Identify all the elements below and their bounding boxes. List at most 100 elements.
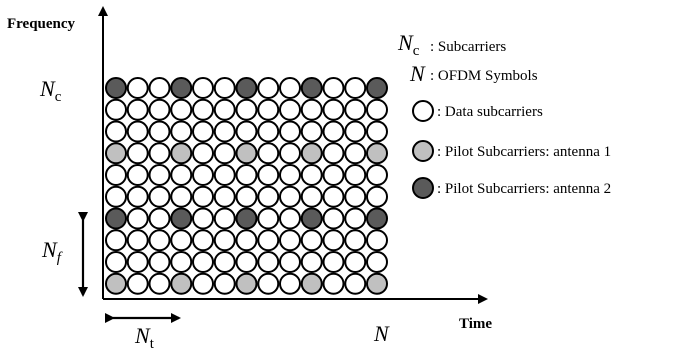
legend-text-pilot-antenna-2: : Pilot Subcarriers: antenna 2 [437,181,611,197]
label-nt-main: N [134,323,151,348]
subcarrier-pilot-antenna-1 [366,272,388,295]
subcarrier-pilot-antenna-2 [235,77,258,99]
subcarrier-data [344,251,367,273]
subcarrier-data [279,251,301,273]
subcarrier-data [279,185,301,208]
subcarrier-data [213,98,236,121]
label-nt: Nt [134,323,155,351]
legend-text-pilot-antenna-1: : Pilot Subcarriers: antenna 1 [437,144,611,160]
subcarrier-pilot-antenna-2 [105,207,127,230]
subcarrier-pilot-antenna-2 [170,77,193,99]
subcarrier-data [126,185,149,208]
subcarrier-data [213,77,236,99]
subcarrier-data [279,207,301,230]
subcarrier-data [300,98,323,121]
subcarrier-data [105,98,127,121]
legend: Nc : Subcarriers N : OFDM Symbols : Data… [397,30,611,199]
legend-text-data: : Data subcarriers [437,104,543,120]
subcarrier-pilot-antenna-1 [105,272,127,295]
subcarrier-data [257,229,280,252]
subcarrier-data [170,120,193,143]
subcarrier-data [257,185,280,208]
subcarrier-data [257,272,280,295]
subcarrier-data [126,77,149,99]
subcarrier-data [322,207,345,230]
legend-swatch-pilot-antenna-2 [412,177,434,199]
subcarrier-data [235,185,258,208]
x-axis-title: Time [459,316,492,332]
subcarrier-data [126,229,149,252]
subcarrier-data [322,98,345,121]
label-nf-main: N [41,237,58,262]
subcarrier-data [105,164,127,186]
subcarrier-data [213,207,236,230]
subcarrier-data [235,164,258,186]
subcarrier-data [322,120,345,143]
subcarrier-data [126,120,149,143]
subcarrier-data [366,229,388,252]
subcarrier-data [322,229,345,252]
subcarrier-data [170,164,193,186]
subcarrier-data [300,164,323,186]
subcarrier-data [148,185,171,208]
subcarrier-data [126,142,149,165]
label-nc-main: N [39,76,56,101]
subcarrier-data [344,272,367,295]
subcarrier-data [192,251,214,273]
subcarrier-data [126,98,149,121]
label-nt-sub: t [150,336,155,351]
subcarrier-data [170,185,193,208]
subcarrier-data [148,164,171,186]
subcarrier-data [213,229,236,252]
subcarrier-pilot-antenna-1 [170,142,193,165]
subcarrier-data [300,229,323,252]
subcarrier-data [105,120,127,143]
subcarrier-pilot-antenna-2 [105,77,127,99]
legend-symbol-nc-main: N [397,30,414,55]
subcarrier-data [105,251,127,273]
subcarrier-data [213,142,236,165]
subcarrier-pilot-antenna-1 [300,272,323,295]
subcarrier-data [192,120,214,143]
subcarrier-pilot-antenna-1 [235,272,258,295]
subcarrier-data [126,164,149,186]
subcarrier-data [148,229,171,252]
subcarrier-data [344,142,367,165]
legend-swatch-data [412,100,434,122]
subcarrier-data [148,142,171,165]
subcarrier-data [366,120,388,143]
subcarrier-data [192,77,214,99]
subcarrier-data [300,251,323,273]
subcarrier-pilot-antenna-2 [366,207,388,230]
subcarrier-data [105,229,127,252]
subcarrier-data [126,251,149,273]
subcarrier-data [170,98,193,121]
subcarrier-data [235,98,258,121]
subcarrier-data [344,164,367,186]
subcarrier-data [126,272,149,295]
subcarrier-data [192,164,214,186]
subcarrier-data [148,77,171,99]
subcarrier-pilot-antenna-2 [300,77,323,99]
subcarrier-pilot-antenna-1 [235,142,258,165]
label-nc-sub: c [55,89,62,105]
subcarrier-data [213,272,236,295]
subcarrier-data [257,77,280,99]
label-n: N [373,321,390,346]
subcarrier-data [192,98,214,121]
subcarrier-data [344,207,367,230]
legend-swatch-pilot-antenna-1 [412,140,434,162]
subcarrier-data [366,251,388,273]
subcarrier-data [192,229,214,252]
label-nc: Nc [39,76,62,105]
subcarrier-pilot-antenna-1 [170,272,193,295]
subcarrier-data [366,98,388,121]
y-axis-title: Frequency [7,16,76,32]
subcarrier-data [322,185,345,208]
subcarrier-data [366,164,388,186]
subcarrier-data [257,251,280,273]
legend-text-subcarriers: : Subcarriers [430,39,506,55]
subcarrier-data [344,120,367,143]
subcarrier-pilot-antenna-2 [170,207,193,230]
